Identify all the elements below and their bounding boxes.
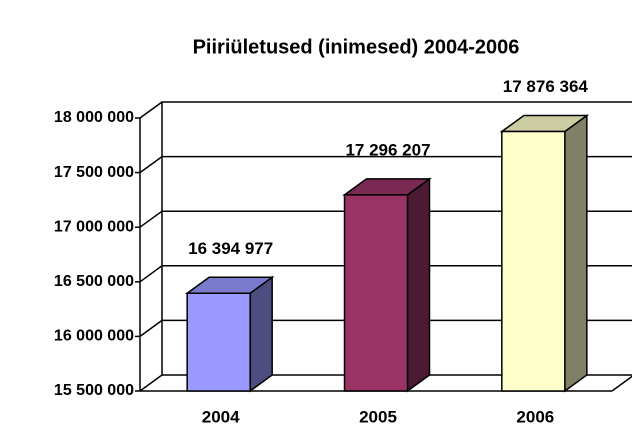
chart-title: Piiriületused (inimesed) 2004-2006	[193, 36, 520, 58]
bar	[499, 114, 590, 393]
data-label: 17 876 364	[503, 77, 589, 96]
bar	[342, 177, 432, 393]
bar-front	[343, 194, 409, 392]
bar	[184, 275, 275, 393]
grid-line	[139, 319, 632, 338]
grid-line	[139, 155, 632, 174]
y-tick-label: 16 000 000	[54, 328, 134, 345]
x-tick-label: 2006	[516, 407, 554, 426]
grid-line	[139, 374, 632, 392]
grid-line	[139, 101, 632, 119]
bar-front	[186, 292, 251, 392]
floor-edge	[611, 375, 632, 392]
y-tick-label: 15 500 000	[54, 382, 134, 399]
bar-side	[406, 177, 431, 393]
y-tick-label: 18 000 000	[54, 109, 134, 126]
bar-side	[249, 275, 273, 393]
y-tick-label: 16 500 000	[54, 273, 134, 290]
y-tick-label: 17 500 000	[54, 164, 134, 181]
data-label: 16 394 977	[188, 239, 273, 258]
x-tick-label: 2005	[359, 407, 397, 426]
x-tick-label: 2004	[202, 407, 240, 426]
data-label: 17 296 207	[345, 140, 430, 159]
grid-line	[139, 210, 632, 228]
bar-side	[564, 114, 588, 393]
grid-line	[139, 265, 632, 283]
y-tick-label: 17 000 000	[54, 218, 134, 235]
bar-front	[501, 130, 566, 392]
